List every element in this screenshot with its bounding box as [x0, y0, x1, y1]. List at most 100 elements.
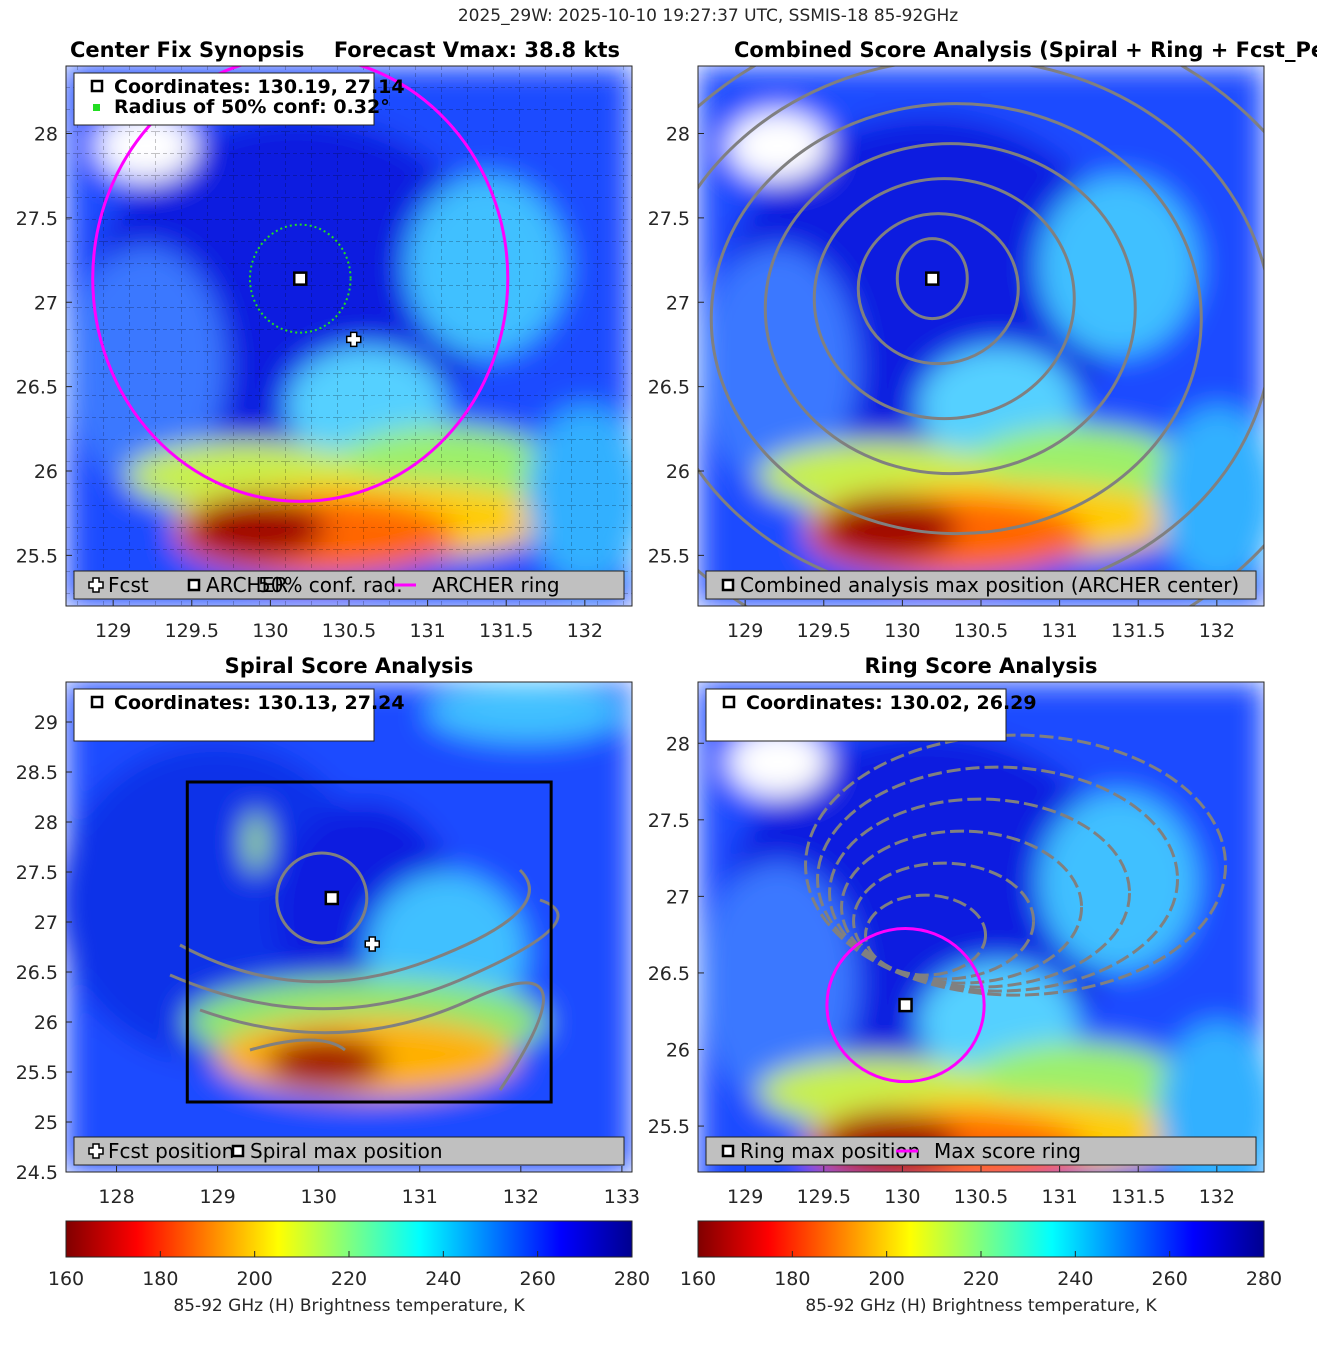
p1-ytick-label: 26.5 — [16, 377, 58, 399]
p4-ring — [825, 927, 986, 1084]
p4-legend — [705, 1136, 1257, 1166]
panel-spiral-score: Coordinates: 130.13, 27.24 Fcst position S… — [16, 654, 640, 1208]
p1-ytick-label: 26 — [34, 461, 58, 483]
p2-legend-square-swatch — [721, 578, 735, 592]
p1-legend-square-swatch — [187, 578, 201, 592]
p4-contour-4 — [816, 765, 1180, 993]
p4-legend-square-swatch — [721, 1144, 735, 1158]
cb1-tick-label: 220 — [331, 1268, 367, 1290]
p4-contour-5 — [804, 733, 1228, 997]
p1-info-box — [73, 72, 375, 126]
p3-xtick-label: 128 — [98, 1186, 134, 1208]
p2-xtick-label: 132 — [1199, 620, 1235, 642]
p2-ytick-label: 25.5 — [648, 545, 690, 567]
p1-xtick-label: 130 — [252, 620, 288, 642]
p1-info-line-1: Radius of 50% conf: 0.32° — [114, 96, 390, 118]
p2-legend-item-0: Combined analysis max position (ARCHER c… — [740, 573, 1239, 597]
p4-legend-item-1: Max score ring — [934, 1139, 1081, 1163]
p3-fcst-marker — [364, 936, 380, 952]
p1-xtick-label: 130.5 — [322, 620, 376, 642]
colorbar-right: 85-92 GHz (H) Brightness temperature, K … — [680, 1220, 1282, 1316]
p4-xtick-label: 132 — [1199, 1186, 1235, 1208]
p2-xtick-label: 130 — [884, 620, 920, 642]
p1-title-right: Forecast Vmax: 38.8 kts — [334, 38, 620, 62]
colorbar-left: 85-92 GHz (H) Brightness temperature, K … — [48, 1220, 650, 1316]
p2-contour-0 — [895, 237, 969, 321]
p4-xtick-label: 129.5 — [797, 1186, 851, 1208]
p2-ytick-label: 28 — [666, 124, 690, 146]
p1-legend-item-2: 50% conf. rad. — [258, 573, 403, 597]
figure-suptitle: 2025_29W: 2025-10-10 19:27:37 UTC, SSMIS… — [458, 6, 958, 26]
p3-ytick-label: 25 — [34, 1112, 58, 1134]
p3-xtick-label: 130 — [301, 1186, 337, 1208]
cb2-tick-label: 160 — [680, 1268, 716, 1290]
p1-xtick-label: 129.5 — [165, 620, 219, 642]
p2-ytick-label: 26 — [666, 461, 690, 483]
p3-heatmap — [66, 682, 632, 1172]
colorbar-left-label: 85-92 GHz (H) Brightness temperature, K — [173, 1296, 525, 1316]
p4-contour-3 — [828, 797, 1132, 989]
p1-xtick-label: 132 — [567, 620, 603, 642]
cb2-tick-label: 260 — [1152, 1268, 1188, 1290]
p4-contour-0 — [864, 893, 988, 977]
panel-ring-score: Coordinates: 130.02, 26.29 Ring max posit… — [648, 654, 1265, 1208]
p3-ytick-label: 29 — [34, 712, 58, 734]
p3-contour-3 — [199, 981, 545, 1091]
p4-heatmap — [698, 682, 1264, 1172]
p3-legend-cross-swatch — [88, 1143, 104, 1159]
p1-ytick-label: 27.5 — [16, 208, 58, 230]
p1-legend — [73, 570, 625, 600]
cb2-tick-label: 280 — [1246, 1268, 1282, 1290]
p3-xtick-label: 129 — [199, 1186, 235, 1208]
p3-ytick-label: 27 — [34, 912, 58, 934]
p1-legend-item-1: ARCHER — [206, 573, 288, 597]
p1-conf-circle — [248, 223, 352, 334]
p1-ytick-label: 25.5 — [16, 545, 58, 567]
p4-ytick-label: 28 — [666, 733, 690, 755]
p4-ytick-label: 26 — [666, 1040, 690, 1062]
p1-legend-item-3: ARCHER ring — [432, 573, 560, 597]
p4-ytick-label: 27.5 — [648, 810, 690, 832]
p3-ytick-label: 26.5 — [16, 962, 58, 984]
p3-ytick-label: 26 — [34, 1012, 58, 1034]
p2-contour-2 — [812, 177, 1076, 421]
p4-ytick-label: 27 — [666, 886, 690, 908]
p3-xtick-label: 133 — [604, 1186, 640, 1208]
p4-ytick-label: 25.5 — [648, 1116, 690, 1138]
p3-info-box — [73, 688, 375, 742]
p2-contour-3 — [763, 142, 1137, 476]
p4-info-box — [705, 688, 1007, 742]
p2-xtick-label: 129.5 — [797, 620, 851, 642]
p1-title: Center Fix Synopsis — [70, 38, 304, 62]
p3-ytick-label: 27.5 — [16, 862, 58, 884]
p4-ytick-label: 26.5 — [648, 963, 690, 985]
p3-contour-4 — [249, 1038, 346, 1052]
p3-axes-frame — [65, 681, 633, 1173]
p4-xtick-label: 131.5 — [1111, 1186, 1165, 1208]
cb2-tick-label: 240 — [1057, 1268, 1093, 1290]
p3-xtick-label: 131 — [402, 1186, 438, 1208]
p1-xtick-label: 131.5 — [479, 620, 533, 642]
p1-info-line-0: Coordinates: 130.19, 27.14 — [114, 76, 405, 98]
p3-info-marker — [90, 695, 104, 709]
p4-xtick-label: 130 — [884, 1186, 920, 1208]
cb1-tick-label: 280 — [614, 1268, 650, 1290]
p3-legend-item-1: Spiral max position — [250, 1139, 443, 1163]
p4-center-marker — [898, 997, 913, 1013]
cb2-tick-label: 220 — [963, 1268, 999, 1290]
p1-heatmap — [66, 66, 632, 606]
p4-info-marker — [722, 695, 736, 709]
p3-ytick-label: 28.5 — [16, 762, 58, 784]
p1-legend-item-0: Fcst — [108, 573, 149, 597]
p1-xtick-label: 131 — [409, 620, 445, 642]
p3-ytick-label: 28 — [34, 812, 58, 834]
p2-ytick-label: 27.5 — [648, 208, 690, 230]
p1-xtick-label: 129 — [95, 620, 131, 642]
p4-info-line-0: Coordinates: 130.02, 26.29 — [746, 692, 1037, 714]
p1-info-marker — [90, 79, 104, 93]
p1-ytick-label: 27 — [34, 292, 58, 314]
p2-ytick-label: 26.5 — [648, 377, 690, 399]
p1-info-conf-marker — [93, 104, 100, 111]
